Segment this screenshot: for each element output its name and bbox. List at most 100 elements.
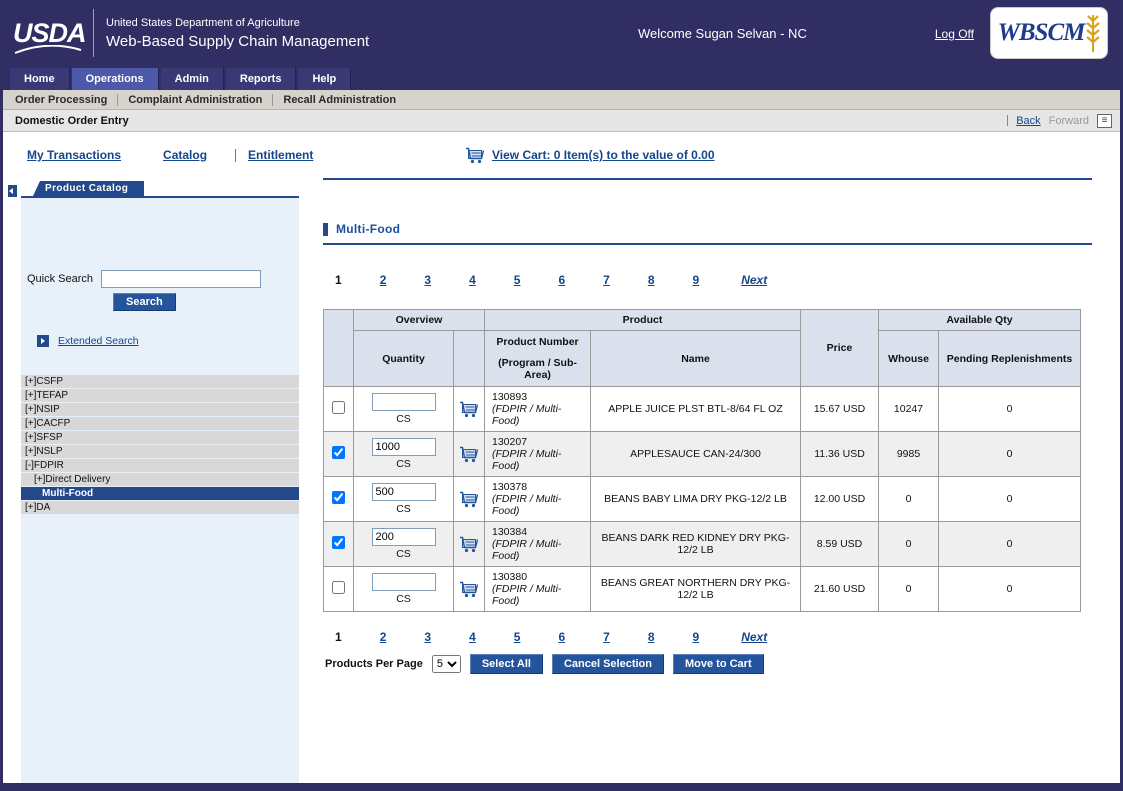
row-checkbox[interactable] bbox=[332, 401, 345, 414]
page-link-5[interactable]: 5 bbox=[514, 630, 521, 644]
search-button[interactable]: Search bbox=[113, 293, 176, 311]
page-link-4[interactable]: 4 bbox=[469, 630, 476, 644]
quantity-input[interactable] bbox=[372, 393, 436, 411]
page-link-8[interactable]: 8 bbox=[648, 630, 655, 644]
my-transactions-link[interactable]: My Transactions bbox=[27, 148, 121, 162]
toolbar: My Transactions Catalog Entitlement View… bbox=[3, 132, 1120, 178]
back-link[interactable]: Back bbox=[1016, 115, 1040, 127]
cart-cell bbox=[454, 522, 485, 567]
products-per-page-label: Products Per Page bbox=[325, 658, 423, 670]
product-number: 130893 bbox=[492, 391, 586, 403]
tree-item-csfp[interactable]: [+]CSFP bbox=[21, 375, 299, 388]
page-options-icon[interactable]: ≡ bbox=[1097, 114, 1112, 128]
add-to-cart-icon[interactable] bbox=[459, 446, 479, 463]
cancel-selection-button[interactable]: Cancel Selection bbox=[552, 654, 664, 674]
row-checkbox[interactable] bbox=[332, 581, 345, 594]
usda-logo: USDA bbox=[13, 18, 85, 49]
products-per-page-select[interactable]: 5 bbox=[432, 655, 461, 673]
add-to-cart-icon[interactable] bbox=[459, 401, 479, 418]
sidebar-collapse-icon[interactable] bbox=[8, 185, 17, 197]
extended-search-link[interactable]: Extended Search bbox=[58, 335, 139, 347]
product-number-cell: 130378 (FDPIR / Multi-Food) bbox=[485, 477, 591, 522]
row-checkbox[interactable] bbox=[332, 536, 345, 549]
page-link-2[interactable]: 2 bbox=[380, 630, 387, 644]
page-link-8[interactable]: 8 bbox=[648, 273, 655, 287]
page-link-6[interactable]: 6 bbox=[558, 273, 565, 287]
tree-item-nslp[interactable]: [+]NSLP bbox=[21, 445, 299, 458]
page-link-4[interactable]: 4 bbox=[469, 273, 476, 287]
whouse-qty: 0 bbox=[879, 567, 939, 612]
page-link-6[interactable]: 6 bbox=[558, 630, 565, 644]
extended-search-row: Extended Search bbox=[37, 335, 299, 347]
add-to-cart-icon[interactable] bbox=[459, 536, 479, 553]
program-sub-area: (FDPIR / Multi-Food) bbox=[492, 403, 586, 427]
header-title-block: United States Department of Agriculture … bbox=[106, 17, 369, 50]
wbscm-application-window: USDA United States Department of Agricul… bbox=[0, 0, 1123, 791]
tree-item-direct-delivery[interactable]: [+]Direct Delivery bbox=[21, 473, 299, 486]
forward-link: Forward bbox=[1049, 115, 1089, 127]
next-page-link[interactable]: Next bbox=[741, 273, 767, 287]
tab-home[interactable]: Home bbox=[10, 68, 70, 90]
row-checkbox[interactable] bbox=[332, 491, 345, 504]
next-page-link[interactable]: Next bbox=[741, 630, 767, 644]
add-to-cart-icon[interactable] bbox=[459, 491, 479, 508]
toolbar-separator bbox=[235, 149, 236, 162]
table-row: CS 130207 (FDPIR / Multi-Food) APPLESAUC… bbox=[324, 432, 1081, 477]
subnav-item-complaint-administration[interactable]: Complaint Administration bbox=[118, 94, 272, 106]
tree-item-sfsp[interactable]: [+]SFSP bbox=[21, 431, 299, 444]
quick-search-label: Quick Search bbox=[27, 273, 93, 285]
tree-item-cacfp[interactable]: [+]CACFP bbox=[21, 417, 299, 430]
pagination-top: 1 2 3 4 5 6 7 8 9 Next bbox=[335, 273, 1092, 287]
catalog-tree: [+]CSFP [+]TEFAP [+]NSIP [+]CACFP [+]SFS… bbox=[21, 375, 299, 514]
page-link-2[interactable]: 2 bbox=[380, 273, 387, 287]
entitlement-link[interactable]: Entitlement bbox=[248, 148, 313, 162]
tree-item-nsip[interactable]: [+]NSIP bbox=[21, 403, 299, 416]
row-checkbox[interactable] bbox=[332, 446, 345, 459]
usda-logo-text: USDA bbox=[13, 18, 86, 48]
quantity-cell: CS bbox=[354, 432, 454, 477]
expand-arrow-icon[interactable] bbox=[37, 335, 49, 347]
page-link-3[interactable]: 3 bbox=[424, 630, 431, 644]
page-link-5[interactable]: 5 bbox=[514, 273, 521, 287]
quick-search-row: Quick Search bbox=[21, 270, 299, 288]
subnav-item-order-processing[interactable]: Order Processing bbox=[15, 94, 117, 106]
tree-item-da[interactable]: [+]DA bbox=[21, 501, 299, 514]
quick-search-input[interactable] bbox=[101, 270, 261, 288]
tab-admin[interactable]: Admin bbox=[161, 68, 224, 90]
page-link-7[interactable]: 7 bbox=[603, 273, 610, 287]
tab-help[interactable]: Help bbox=[298, 68, 351, 90]
subnav-item-recall-administration[interactable]: Recall Administration bbox=[273, 94, 406, 106]
page-link-3[interactable]: 3 bbox=[424, 273, 431, 287]
program-sub-area: (FDPIR / Multi-Food) bbox=[492, 448, 586, 472]
quantity-input[interactable] bbox=[372, 438, 436, 456]
add-to-cart-icon[interactable] bbox=[459, 581, 479, 598]
view-cart-link[interactable]: View Cart: 0 Item(s) to the value of 0.0… bbox=[492, 148, 715, 162]
cart-icon[interactable] bbox=[465, 147, 485, 164]
page-link-9[interactable]: 9 bbox=[693, 273, 700, 287]
page-link-9[interactable]: 9 bbox=[693, 630, 700, 644]
quantity-input[interactable] bbox=[372, 483, 436, 501]
wbscm-logo-text: WBSCM bbox=[998, 19, 1085, 47]
table-column-header-row: Quantity Product Number (Program / Sub-A… bbox=[324, 331, 1081, 387]
move-to-cart-button[interactable]: Move to Cart bbox=[673, 654, 764, 674]
catalog-link[interactable]: Catalog bbox=[163, 148, 207, 162]
tree-item-fdpir[interactable]: [-]FDPIR bbox=[21, 459, 299, 472]
quantity-input[interactable] bbox=[372, 573, 436, 591]
tree-item-multi-food[interactable]: Multi-Food bbox=[21, 487, 299, 500]
search-button-row: Search bbox=[113, 293, 299, 311]
table-row: CS 130380 (FDPIR / Multi-Food) BEANS GRE… bbox=[324, 567, 1081, 612]
sub-nav: Order Processing Complaint Administratio… bbox=[3, 90, 1120, 110]
tab-operations[interactable]: Operations bbox=[72, 68, 159, 90]
select-cell bbox=[324, 522, 354, 567]
page-link-7[interactable]: 7 bbox=[603, 630, 610, 644]
product-name: APPLESAUCE CAN-24/300 bbox=[591, 432, 801, 477]
product-number-header-line1: Product Number bbox=[489, 336, 586, 348]
select-all-button[interactable]: Select All bbox=[470, 654, 543, 674]
logoff-link[interactable]: Log Off bbox=[935, 27, 974, 41]
tree-item-tefap[interactable]: [+]TEFAP bbox=[21, 389, 299, 402]
cart-cell bbox=[454, 432, 485, 477]
tab-reports[interactable]: Reports bbox=[226, 68, 297, 90]
price-column-header: Price bbox=[801, 310, 879, 387]
cart-column-header bbox=[454, 331, 485, 387]
quantity-input[interactable] bbox=[372, 528, 436, 546]
